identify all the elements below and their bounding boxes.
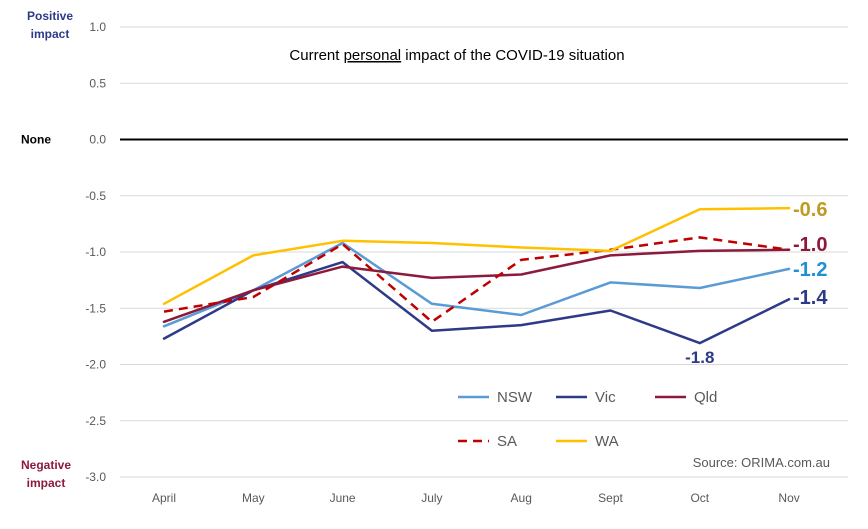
series-line-wa bbox=[162, 206, 791, 306]
y-tick-label: -2.5 bbox=[85, 414, 106, 428]
positive-impact-label: impact bbox=[31, 27, 70, 41]
legend-label: NSW bbox=[497, 389, 533, 406]
x-tick-label: Sept bbox=[598, 491, 623, 505]
y-axis-ticks: 1.0 0.5 0.0 -0.5 -1.0 -1.5 -2.0 -2.5 -3.0 bbox=[85, 20, 106, 484]
series-line-qld bbox=[162, 248, 791, 324]
none-label: None bbox=[21, 133, 51, 147]
x-tick-label: April bbox=[152, 491, 176, 505]
y-tick-label: -1.5 bbox=[85, 301, 106, 315]
y-tick-label: 0.5 bbox=[89, 76, 106, 90]
title-part-2: impact of the COVID-19 situation bbox=[401, 47, 624, 64]
y-tick-label: -1.0 bbox=[85, 245, 106, 259]
legend: NSW Vic Qld SA WA bbox=[458, 389, 717, 450]
x-axis-ticks: April May June July Aug Sept Oct Nov bbox=[152, 491, 800, 505]
source-note: Source: ORIMA.com.au bbox=[693, 455, 830, 470]
x-tick-label: Aug bbox=[511, 491, 532, 505]
series-line-vic bbox=[162, 260, 791, 345]
series-line-sa bbox=[163, 236, 790, 324]
series-lines bbox=[162, 206, 791, 345]
y-tick-label: -0.5 bbox=[85, 189, 106, 203]
impact-side-labels: Positive impact None Negative impact bbox=[21, 9, 73, 490]
negative-impact-label: impact bbox=[27, 476, 66, 490]
legend-item-sa: SA bbox=[458, 433, 517, 450]
legend-item-wa: WA bbox=[556, 433, 619, 450]
legend-item-qld: Qld bbox=[655, 389, 717, 406]
end-value-label: -1.2 bbox=[793, 259, 827, 281]
legend-label: WA bbox=[595, 433, 619, 450]
series-line-nsw bbox=[162, 241, 791, 328]
legend-label: SA bbox=[497, 433, 517, 450]
x-tick-label: May bbox=[242, 491, 265, 505]
positive-impact-label: Positive bbox=[27, 9, 73, 23]
x-tick-label: June bbox=[330, 491, 356, 505]
chart-title: Current personal impact of the COVID-19 … bbox=[289, 47, 624, 64]
gridlines bbox=[120, 26, 848, 478]
y-tick-label: -2.0 bbox=[85, 358, 106, 372]
end-labels: -0.6 -1.0 -1.2 -1.4 -1.8 bbox=[685, 199, 828, 367]
annotation-label: -1.8 bbox=[685, 348, 714, 367]
legend-item-vic: Vic bbox=[556, 389, 616, 406]
end-value-label: -1.4 bbox=[793, 287, 828, 309]
end-value-label: -1.0 bbox=[793, 234, 827, 256]
legend-item-nsw: NSW bbox=[458, 389, 533, 406]
end-value-label: -0.6 bbox=[793, 199, 827, 221]
negative-impact-label: Negative bbox=[21, 458, 71, 472]
x-tick-label: July bbox=[421, 491, 442, 505]
legend-label: Qld bbox=[694, 389, 717, 406]
y-tick-label: 1.0 bbox=[89, 20, 106, 34]
y-tick-label: 0.0 bbox=[89, 133, 106, 147]
legend-label: Vic bbox=[595, 389, 616, 406]
title-part-1: Current bbox=[289, 47, 343, 64]
x-tick-label: Oct bbox=[690, 491, 709, 505]
x-tick-label: Nov bbox=[778, 491, 799, 505]
title-part-emphasis: personal bbox=[344, 47, 402, 64]
y-tick-label: -3.0 bbox=[85, 470, 106, 484]
